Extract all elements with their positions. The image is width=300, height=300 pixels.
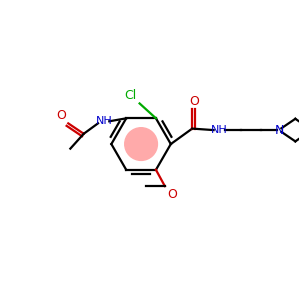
Text: NH: NH: [211, 125, 227, 135]
Text: N: N: [274, 124, 284, 136]
Text: NH: NH: [96, 116, 112, 126]
Text: Cl: Cl: [124, 89, 136, 102]
Text: O: O: [189, 95, 199, 108]
Text: O: O: [167, 188, 177, 201]
Circle shape: [125, 128, 158, 160]
Text: O: O: [56, 109, 66, 122]
